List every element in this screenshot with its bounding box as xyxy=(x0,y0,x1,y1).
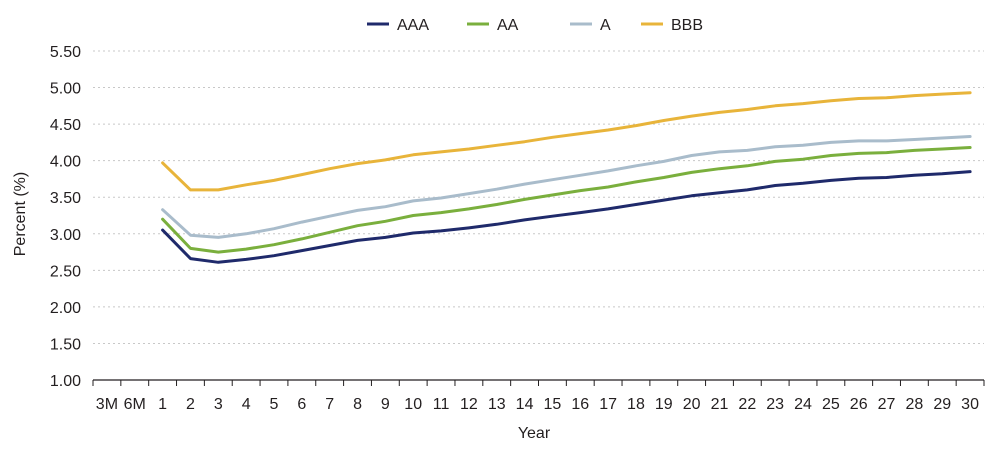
x-tick-label: 2 xyxy=(186,396,195,413)
x-tick-label: 22 xyxy=(738,396,756,413)
legend-item-aaa: AAA xyxy=(367,17,429,34)
x-axis: 3M 6M 1 2 3 4 5 6 7 8 9 10 11 12 13 14 15 16 17 18 19 20 21 22 2… xyxy=(92,379,985,413)
y-tick-label: 5.00 xyxy=(50,81,81,98)
x-tick-label: 4 xyxy=(242,396,251,413)
x-tick-label: 3 xyxy=(214,396,223,413)
x-tick-label: 19 xyxy=(655,396,673,413)
series-line-aaa xyxy=(161,170,972,264)
series-line-aa xyxy=(161,146,972,254)
x-tick-label: 11 xyxy=(433,396,450,413)
y-axis-ticks: 1.00 1.50 2.00 2.50 3.00 3.50 4.00 4.50 5.00 5.50 xyxy=(50,44,81,390)
legend-label: AA xyxy=(497,17,519,34)
x-tick-label: 6 xyxy=(297,396,306,413)
x-tick-label: 5 xyxy=(270,396,279,413)
x-tick-label: 20 xyxy=(683,396,701,413)
x-tick-label: 21 xyxy=(711,396,729,413)
x-tick-label: 24 xyxy=(794,396,812,413)
x-tick-label: 25 xyxy=(822,396,840,413)
legend: AAA AA A BBB xyxy=(367,17,703,34)
x-tick-label: 7 xyxy=(325,396,334,413)
x-tick-label: 10 xyxy=(404,396,422,413)
x-tick-label: 30 xyxy=(961,396,979,413)
legend-item-aa: AA xyxy=(467,17,519,34)
y-tick-label: 1.00 xyxy=(50,373,81,390)
x-tick-label: 17 xyxy=(599,396,617,413)
x-tick-label: 13 xyxy=(488,396,506,413)
y-tick-label: 2.50 xyxy=(50,263,81,280)
series-line-a xyxy=(161,135,972,239)
legend-item-a: A xyxy=(570,17,611,34)
x-tick-label: 15 xyxy=(544,396,562,413)
x-tick-label: 28 xyxy=(905,396,923,413)
x-tick-label: 8 xyxy=(353,396,362,413)
legend-label: BBB xyxy=(671,17,703,34)
x-tick-label: 1 xyxy=(158,396,167,413)
y-tick-label: 3.00 xyxy=(50,227,81,244)
legend-label: AAA xyxy=(397,17,429,34)
series-line-bbb xyxy=(161,91,972,192)
y-tick-label: 1.50 xyxy=(50,336,81,353)
x-tick-label: 29 xyxy=(933,396,951,413)
x-tick-label: 3M xyxy=(96,396,118,413)
y-tick-label: 4.00 xyxy=(50,154,81,171)
x-tick-label: 6M xyxy=(124,396,146,413)
x-tick-label: 23 xyxy=(766,396,784,413)
legend-item-bbb: BBB xyxy=(641,17,703,34)
y-axis-title: Percent (%) xyxy=(12,172,29,256)
x-tick-label: 16 xyxy=(571,396,589,413)
y-tick-label: 5.50 xyxy=(50,44,81,61)
y-tick-label: 3.50 xyxy=(50,190,81,207)
y-tick-label: 2.00 xyxy=(50,300,81,317)
x-tick-label: 18 xyxy=(627,396,645,413)
y-tick-label: 4.50 xyxy=(50,117,81,134)
x-tick-label: 12 xyxy=(460,396,478,413)
x-axis-title: Year xyxy=(518,425,551,442)
x-tick-label: 9 xyxy=(381,396,390,413)
x-tick-label: 27 xyxy=(878,396,896,413)
x-tick-label: 26 xyxy=(850,396,868,413)
series-lines xyxy=(161,91,972,264)
legend-label: A xyxy=(600,17,611,34)
x-tick-label: 14 xyxy=(516,396,534,413)
